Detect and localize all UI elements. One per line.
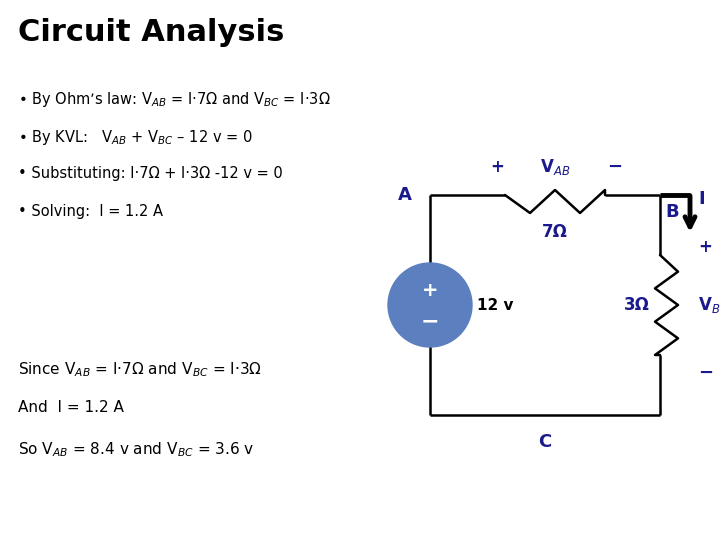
Text: +: + — [698, 238, 712, 256]
Text: 7Ω: 7Ω — [542, 223, 568, 241]
Circle shape — [388, 263, 472, 347]
Text: Since V$_{AB}$ = I·7Ω and V$_{BC}$ = I·3Ω: Since V$_{AB}$ = I·7Ω and V$_{BC}$ = I·3… — [18, 360, 262, 379]
Text: Circuit Analysis: Circuit Analysis — [18, 18, 284, 47]
Text: A: A — [398, 186, 412, 204]
Text: And  I = 1.2 A: And I = 1.2 A — [18, 400, 124, 415]
Text: I: I — [698, 190, 705, 208]
Text: +: + — [422, 281, 438, 300]
Text: 12 v: 12 v — [477, 298, 513, 313]
Text: V$_{AB}$: V$_{AB}$ — [540, 157, 570, 177]
Text: 3Ω: 3Ω — [624, 296, 650, 314]
Text: V$_{BC}$: V$_{BC}$ — [698, 295, 720, 315]
Text: • Substituting: I·7Ω + I·3Ω -12 v = 0: • Substituting: I·7Ω + I·3Ω -12 v = 0 — [18, 166, 283, 181]
Text: −: − — [420, 311, 439, 331]
Text: • Solving:  I = 1.2 A: • Solving: I = 1.2 A — [18, 204, 163, 219]
Text: −: − — [698, 364, 713, 382]
Text: • By Ohm’s law: V$_{AB}$ = I·7Ω and V$_{BC}$ = I·3Ω: • By Ohm’s law: V$_{AB}$ = I·7Ω and V$_{… — [18, 90, 330, 109]
Text: B: B — [665, 203, 679, 221]
Text: −: − — [608, 158, 623, 176]
Text: So V$_{AB}$ = 8.4 v and V$_{BC}$ = 3.6 v: So V$_{AB}$ = 8.4 v and V$_{BC}$ = 3.6 v — [18, 440, 254, 458]
Text: C: C — [539, 433, 552, 451]
Text: +: + — [490, 158, 504, 176]
Text: • By KVL:   V$_{AB}$ + V$_{BC}$ – 12 v = 0: • By KVL: V$_{AB}$ + V$_{BC}$ – 12 v = 0 — [18, 128, 253, 147]
